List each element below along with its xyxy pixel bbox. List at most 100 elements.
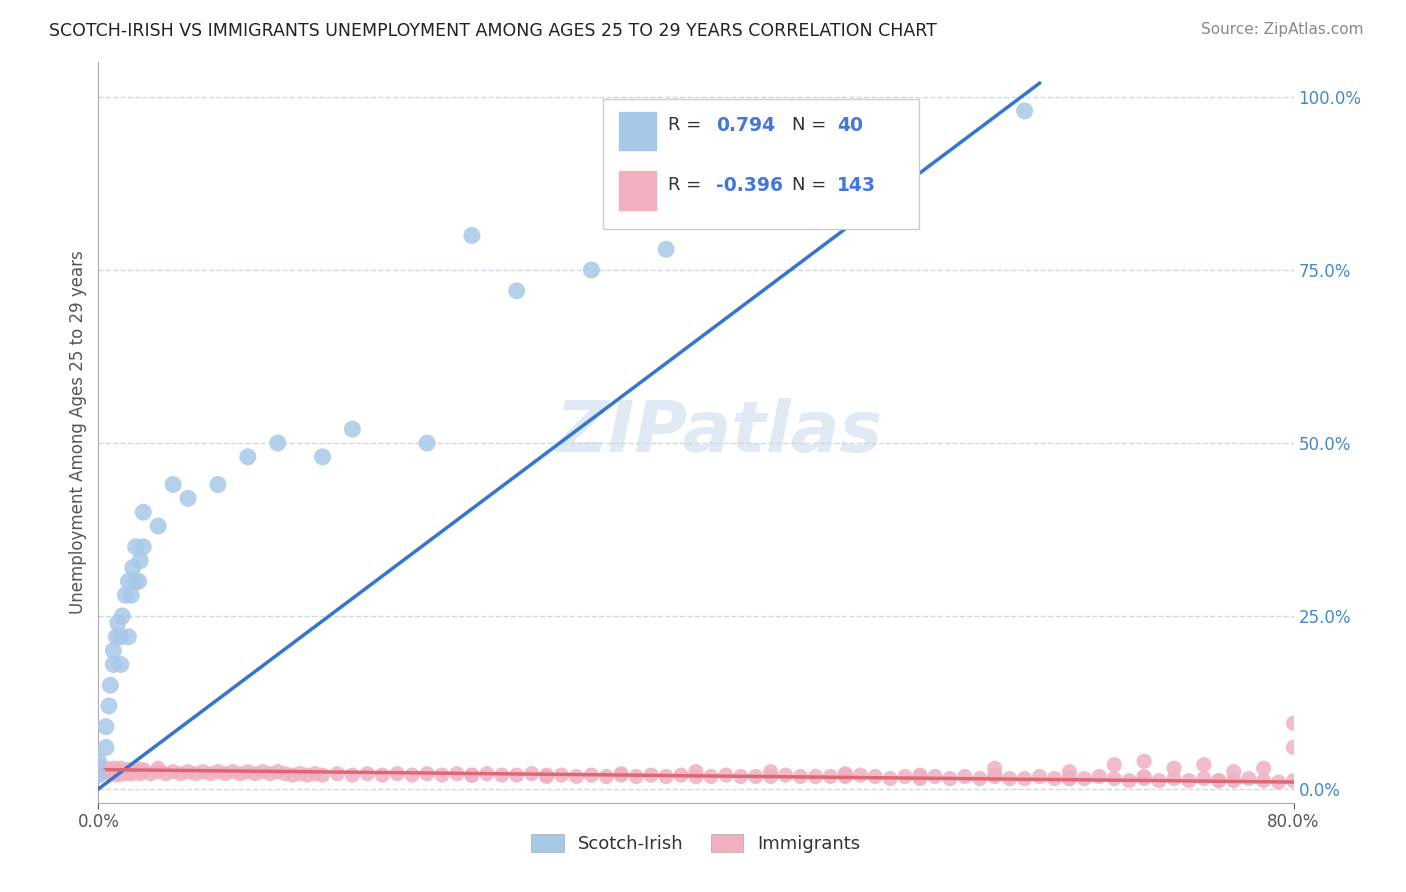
Point: [129, 766, 152, 780]
Text: 40: 40: [837, 117, 863, 136]
Point: [169, 766, 191, 780]
Text: Source: ZipAtlas.com: Source: ZipAtlas.com: [1201, 22, 1364, 37]
Point: [129, 554, 152, 568]
Point: [207, 477, 229, 491]
Point: [401, 768, 423, 782]
Point: [908, 768, 931, 782]
Point: [550, 768, 572, 782]
Point: [148, 519, 170, 533]
Point: [177, 491, 200, 506]
Point: [107, 615, 129, 630]
Point: [214, 766, 236, 780]
Bar: [619, 169, 657, 211]
Text: N =: N =: [792, 176, 831, 194]
Point: [984, 761, 1007, 775]
Point: [114, 588, 136, 602]
Point: [1059, 772, 1081, 786]
Point: [128, 574, 150, 589]
Point: [1237, 772, 1260, 786]
Text: N =: N =: [792, 117, 831, 135]
Point: [297, 768, 319, 782]
Point: [1133, 754, 1156, 768]
Point: [908, 772, 931, 786]
Point: [1014, 772, 1036, 786]
Point: [640, 768, 662, 782]
Point: [110, 761, 132, 775]
Legend: Scotch-Irish, Immigrants: Scotch-Irish, Immigrants: [524, 827, 868, 861]
Point: [107, 764, 129, 779]
Point: [759, 173, 782, 187]
Point: [461, 768, 484, 782]
Point: [894, 770, 917, 784]
Point: [804, 770, 827, 784]
Point: [1282, 716, 1305, 731]
Point: [759, 764, 782, 779]
Point: [125, 764, 148, 779]
Point: [536, 770, 558, 784]
Text: SCOTCH-IRISH VS IMMIGRANTS UNEMPLOYMENT AMONG AGES 25 TO 29 YEARS CORRELATION CH: SCOTCH-IRISH VS IMMIGRANTS UNEMPLOYMENT …: [49, 22, 936, 40]
Point: [655, 242, 678, 256]
Point: [385, 766, 409, 780]
Point: [97, 698, 120, 713]
Point: [342, 768, 364, 782]
Point: [969, 772, 991, 786]
Point: [110, 630, 132, 644]
Point: [121, 560, 143, 574]
Point: [908, 770, 931, 784]
Point: [565, 770, 588, 784]
Point: [491, 768, 513, 782]
Point: [311, 450, 333, 464]
Point: [274, 766, 297, 780]
Point: [506, 768, 529, 782]
Point: [1253, 761, 1275, 775]
Point: [177, 764, 200, 779]
Point: [1282, 773, 1305, 788]
Point: [207, 764, 229, 779]
Point: [834, 768, 856, 782]
Point: [1059, 764, 1081, 779]
Point: [775, 768, 797, 782]
Point: [416, 766, 439, 780]
Point: [87, 761, 110, 775]
Point: [245, 766, 267, 780]
Point: [581, 768, 603, 782]
Point: [1253, 773, 1275, 788]
Point: [1282, 740, 1305, 755]
Point: [430, 768, 453, 782]
Bar: [619, 111, 657, 152]
Point: [789, 770, 811, 784]
Point: [125, 761, 148, 775]
Point: [506, 284, 529, 298]
Point: [200, 766, 222, 780]
Point: [125, 540, 148, 554]
Point: [267, 764, 290, 779]
Point: [595, 770, 617, 784]
Point: [461, 228, 484, 243]
Point: [94, 740, 117, 755]
Point: [924, 770, 946, 784]
Text: R =: R =: [668, 117, 707, 135]
Point: [111, 764, 134, 779]
Point: [139, 766, 162, 780]
Point: [111, 609, 134, 624]
Point: [984, 768, 1007, 782]
Point: [342, 422, 364, 436]
Point: [252, 764, 274, 779]
Point: [148, 761, 170, 775]
Point: [759, 770, 782, 784]
Point: [1147, 773, 1170, 788]
Point: [326, 766, 349, 780]
Point: [117, 630, 139, 644]
Point: [184, 766, 207, 780]
Point: [162, 477, 184, 491]
Point: [94, 761, 117, 775]
Point: [1208, 773, 1230, 788]
Point: [94, 720, 117, 734]
Point: [626, 770, 648, 784]
Point: [103, 761, 125, 775]
Point: [730, 770, 752, 784]
Point: [229, 766, 252, 780]
Point: [125, 574, 148, 589]
Point: [1267, 775, 1289, 789]
Point: [236, 450, 259, 464]
